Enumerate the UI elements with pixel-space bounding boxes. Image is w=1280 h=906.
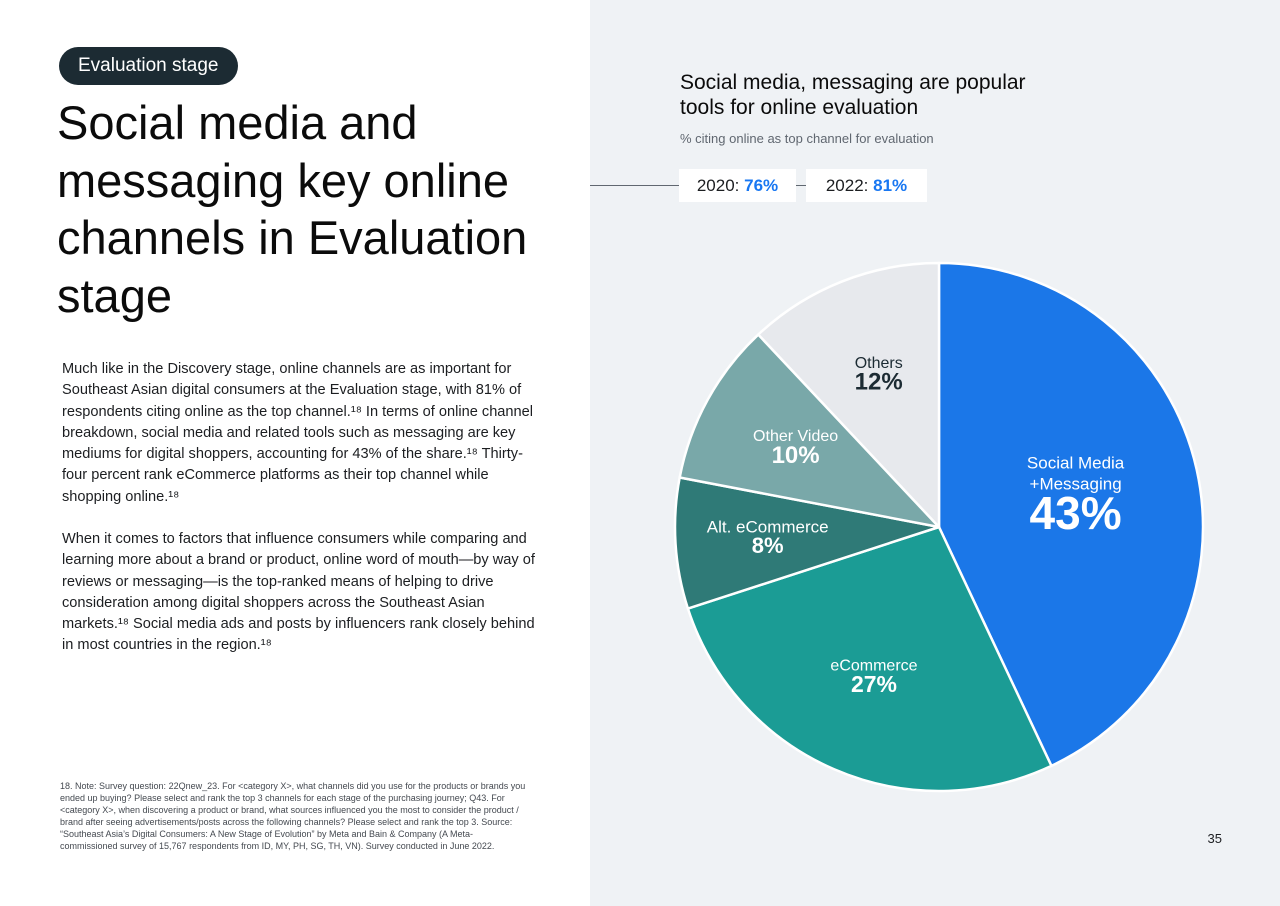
body-paragraph-1: Much like in the Discovery stage, online…	[62, 361, 534, 505]
pie-slice	[673, 476, 941, 610]
footnote: 18. Note: Survey question: 22Qnew_23. Fo…	[60, 781, 526, 852]
slice-value-label: 12%	[855, 369, 903, 396]
slice-value-label: 43%	[1030, 487, 1122, 539]
year-2020-label: 2020:	[696, 176, 740, 195]
chart-subtitle: % citing online as top channel for evalu…	[680, 131, 934, 146]
year-2022-label: 2022:	[825, 176, 869, 195]
connector-line	[590, 185, 679, 186]
slice-label: eCommerce	[830, 658, 917, 675]
year-2020-value: 76%	[744, 176, 779, 195]
body-paragraph-2: When it comes to factors that influence …	[62, 531, 535, 654]
pie-slice	[686, 525, 1053, 793]
slice-value-label: 27%	[851, 671, 897, 697]
connector-line	[796, 185, 806, 186]
left-panel: Evaluation stage Social media and messag…	[0, 0, 590, 906]
page-number: 35	[1207, 831, 1222, 846]
year-2022-stat: 2022: 81%	[806, 169, 927, 202]
slice-label: Others	[855, 355, 903, 372]
chart-title: Social media, messaging are popular tool…	[680, 71, 1026, 119]
slice-label: +Messaging	[1030, 475, 1122, 494]
year-2022-value: 81%	[873, 176, 908, 195]
page-title: Social media and messaging key online ch…	[57, 96, 528, 322]
year-2020-stat: 2020: 76%	[679, 169, 796, 202]
pie-slice	[678, 333, 941, 529]
slice-value-label: 10%	[772, 442, 820, 469]
slice-value-label: 8%	[752, 533, 784, 558]
slice-label: Alt. eCommerce	[707, 517, 829, 536]
pie-slice	[757, 261, 941, 529]
slice-label: Other Video	[753, 428, 838, 445]
slice-label: Social Media	[1027, 454, 1125, 473]
stage-badge: Evaluation stage	[59, 47, 238, 85]
pie-slice	[937, 261, 1205, 768]
